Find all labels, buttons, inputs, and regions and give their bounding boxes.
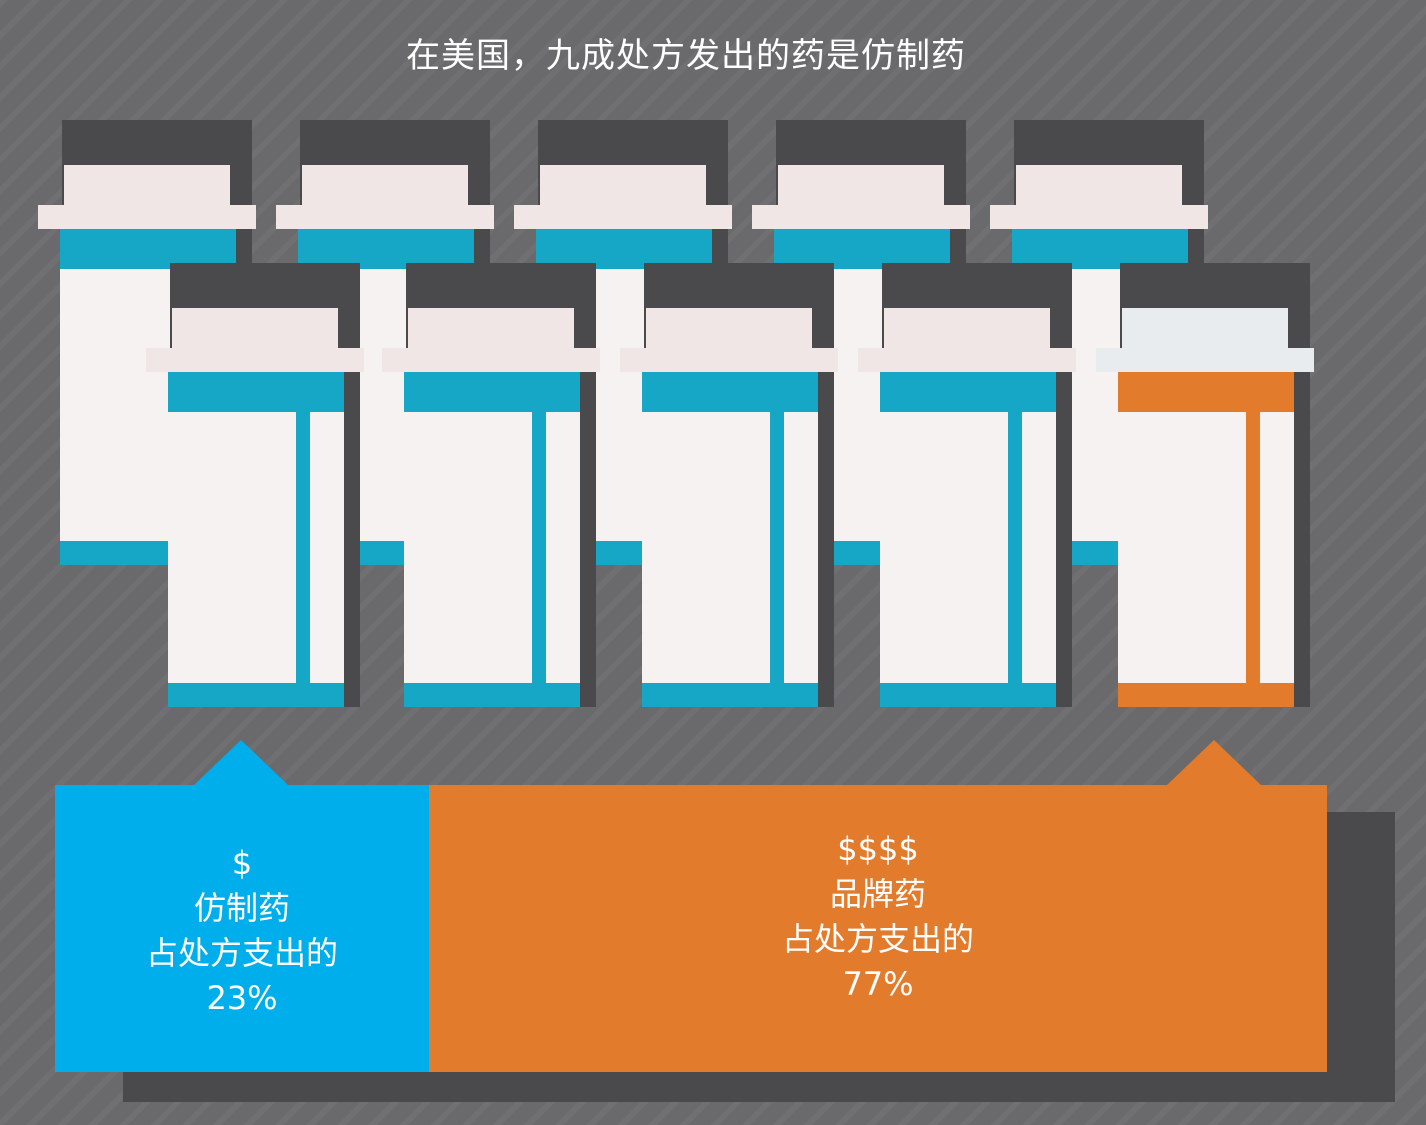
bottle-cap-rim	[38, 205, 256, 229]
generic-pill-bottle	[382, 263, 600, 707]
bottle-body	[642, 412, 818, 707]
bottle-neck-band	[1118, 372, 1294, 412]
bottle-neck-band	[880, 372, 1056, 412]
bottle-stripe	[770, 412, 784, 687]
generic-pill-bottle	[620, 263, 838, 707]
bottle-body	[1118, 412, 1294, 707]
bottle-cap-rim	[146, 348, 364, 372]
generic-pointer	[193, 740, 289, 786]
bottle-bottom-band	[642, 683, 818, 707]
brand-dollar-symbol: $$$$	[837, 830, 919, 868]
bottle-bottom-band	[1118, 683, 1294, 707]
bottle-cap	[778, 165, 944, 210]
bottle-neck-band	[642, 372, 818, 412]
bottle-cap	[646, 308, 812, 353]
bottle-stripe	[1008, 412, 1022, 687]
bottle-cap	[540, 165, 706, 210]
bottle-cap	[408, 308, 574, 353]
brand-pill-bottle	[1096, 263, 1314, 707]
generic-share-panel: $ 仿制药 占处方支出的 23%	[55, 785, 429, 1072]
bottle-cap-rim	[382, 348, 600, 372]
bottle-neck-band	[60, 229, 236, 269]
bottle-cap-rim	[752, 205, 970, 229]
bottle-neck-band	[168, 372, 344, 412]
bottle-cap-rim	[276, 205, 494, 229]
page-title: 在美国，九成处方发出的药是仿制药	[406, 36, 966, 76]
bottle-stripe	[532, 412, 546, 687]
bottle-body	[880, 412, 1056, 707]
bottle-neck-band	[774, 229, 950, 269]
bottle-cap-rim	[1096, 348, 1314, 372]
bottle-cap	[884, 308, 1050, 353]
bottle-cap-rim	[514, 205, 732, 229]
bottle-cap-rim	[858, 348, 1076, 372]
bottle-cap-rim	[990, 205, 1208, 229]
generic-label: 仿制药	[193, 889, 290, 927]
generic-dollar-symbol: $	[231, 844, 253, 882]
brand-label: 品牌药	[829, 875, 926, 913]
bottle-neck-band	[536, 229, 712, 269]
bottle-cap	[172, 308, 338, 353]
brand-share-panel: $$$$ 品牌药 占处方支出的 77%	[429, 785, 1327, 1072]
bottle-cap	[64, 165, 230, 210]
bottle-bottom-band	[880, 683, 1056, 707]
brand-description: 占处方支出的	[781, 920, 974, 958]
generic-pill-bottle	[146, 263, 364, 707]
generic-share-value: 23%	[206, 979, 278, 1017]
bottle-cap-rim	[620, 348, 838, 372]
generic-description: 占处方支出的	[145, 934, 338, 972]
bottle-body	[404, 412, 580, 707]
generic-pill-bottle	[858, 263, 1076, 707]
bottle-body	[168, 412, 344, 707]
brand-pointer	[1166, 740, 1262, 786]
bottle-stripe	[1246, 412, 1260, 687]
bottle-neck-band	[404, 372, 580, 412]
bottle-cap	[302, 165, 468, 210]
bottle-cap	[1016, 165, 1182, 210]
brand-share-value: 77%	[842, 965, 914, 1003]
bottle-cap	[1122, 308, 1288, 353]
bottle-bottom-band	[168, 683, 344, 707]
bottle-neck-band	[1012, 229, 1188, 269]
bottle-neck-band	[298, 229, 474, 269]
bottle-stripe	[296, 412, 310, 687]
bottle-bottom-band	[404, 683, 580, 707]
